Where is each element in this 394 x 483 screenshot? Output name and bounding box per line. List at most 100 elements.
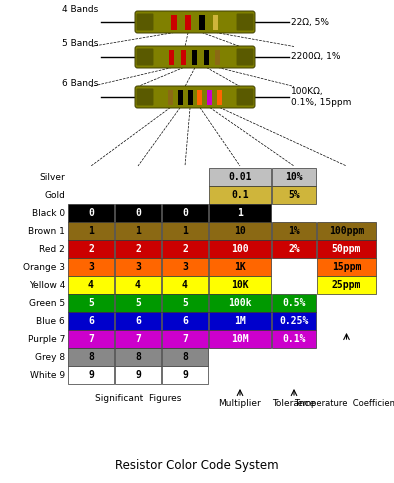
- Text: 10M: 10M: [231, 334, 249, 344]
- Text: 6: 6: [135, 316, 141, 326]
- FancyBboxPatch shape: [136, 14, 153, 30]
- Text: Multiplier: Multiplier: [219, 399, 261, 408]
- Bar: [162, 366, 208, 384]
- Bar: [213, 14, 218, 29]
- Text: 7: 7: [182, 334, 188, 344]
- Bar: [115, 222, 161, 240]
- Text: Resistor Color Code System: Resistor Color Code System: [115, 458, 279, 471]
- Text: Brown 1: Brown 1: [28, 227, 65, 236]
- Text: 3: 3: [135, 262, 141, 272]
- Bar: [209, 168, 271, 186]
- Text: Blue 6: Blue 6: [36, 316, 65, 326]
- Text: 50ppm: 50ppm: [332, 244, 361, 254]
- Text: 9: 9: [182, 370, 188, 380]
- Text: 0.01: 0.01: [228, 172, 252, 182]
- Text: 0.1: 0.1: [231, 190, 249, 200]
- Text: 5: 5: [135, 298, 141, 308]
- Bar: [162, 240, 208, 258]
- Bar: [209, 276, 271, 294]
- Bar: [68, 294, 114, 312]
- FancyBboxPatch shape: [236, 88, 253, 105]
- Text: Black 0: Black 0: [32, 209, 65, 217]
- Text: 2200Ω, 1%: 2200Ω, 1%: [291, 53, 341, 61]
- Text: 0.1%: 0.1%: [282, 334, 306, 344]
- FancyBboxPatch shape: [236, 48, 253, 66]
- Bar: [115, 204, 161, 222]
- FancyBboxPatch shape: [236, 14, 253, 30]
- Text: 15ppm: 15ppm: [332, 262, 361, 272]
- Bar: [171, 14, 177, 29]
- Text: 5 Bands: 5 Bands: [62, 40, 99, 48]
- Bar: [209, 240, 271, 258]
- Text: Gold: Gold: [44, 190, 65, 199]
- Bar: [115, 258, 161, 276]
- Bar: [209, 222, 271, 240]
- Bar: [162, 222, 208, 240]
- Bar: [272, 330, 316, 348]
- Bar: [68, 330, 114, 348]
- Text: 100k: 100k: [228, 298, 252, 308]
- Text: Red 2: Red 2: [39, 244, 65, 254]
- Text: 0.25%: 0.25%: [279, 316, 309, 326]
- Text: 0: 0: [182, 208, 188, 218]
- Text: 6 Bands: 6 Bands: [62, 80, 99, 88]
- Bar: [272, 168, 316, 186]
- Text: 8: 8: [88, 352, 94, 362]
- Bar: [272, 294, 316, 312]
- Text: 10K: 10K: [231, 280, 249, 290]
- Bar: [209, 294, 271, 312]
- Text: 1%: 1%: [288, 226, 300, 236]
- Text: 4 Bands: 4 Bands: [63, 4, 99, 14]
- Text: 2: 2: [88, 244, 94, 254]
- Bar: [209, 204, 271, 222]
- Text: 1: 1: [135, 226, 141, 236]
- FancyBboxPatch shape: [136, 88, 153, 105]
- Text: Tolerance: Tolerance: [272, 399, 316, 408]
- Bar: [272, 186, 316, 204]
- Bar: [68, 348, 114, 366]
- Bar: [115, 366, 161, 384]
- Text: 5: 5: [88, 298, 94, 308]
- Text: 2: 2: [182, 244, 188, 254]
- FancyBboxPatch shape: [135, 11, 255, 33]
- Bar: [209, 312, 271, 330]
- Text: 4: 4: [182, 280, 188, 290]
- Text: 1: 1: [182, 226, 188, 236]
- Text: 22Ω, 5%: 22Ω, 5%: [291, 17, 329, 27]
- Bar: [317, 276, 376, 294]
- Bar: [317, 240, 376, 258]
- Bar: [169, 49, 175, 65]
- Text: 4: 4: [135, 280, 141, 290]
- Text: Temperature  Coefficient: Temperature Coefficient: [294, 399, 394, 408]
- Text: 4: 4: [88, 280, 94, 290]
- Bar: [209, 330, 271, 348]
- Text: 9: 9: [135, 370, 141, 380]
- Bar: [162, 312, 208, 330]
- Text: 10: 10: [234, 226, 246, 236]
- Bar: [68, 222, 114, 240]
- Text: 7: 7: [135, 334, 141, 344]
- Text: 5%: 5%: [288, 190, 300, 200]
- Bar: [199, 14, 205, 29]
- Bar: [68, 366, 114, 384]
- Bar: [168, 89, 173, 104]
- Bar: [217, 89, 222, 104]
- Text: Orange 3: Orange 3: [23, 262, 65, 271]
- Bar: [68, 258, 114, 276]
- Text: 7: 7: [88, 334, 94, 344]
- Bar: [115, 330, 161, 348]
- Text: Significant  Figures: Significant Figures: [95, 394, 181, 403]
- Bar: [162, 258, 208, 276]
- Bar: [181, 49, 186, 65]
- Text: 3: 3: [88, 262, 94, 272]
- Text: 1K: 1K: [234, 262, 246, 272]
- Bar: [162, 330, 208, 348]
- Bar: [68, 312, 114, 330]
- Text: 25ppm: 25ppm: [332, 280, 361, 290]
- Bar: [115, 312, 161, 330]
- FancyBboxPatch shape: [135, 86, 255, 108]
- Text: 2%: 2%: [288, 244, 300, 254]
- Text: 9: 9: [88, 370, 94, 380]
- Bar: [197, 89, 203, 104]
- Text: 8: 8: [182, 352, 188, 362]
